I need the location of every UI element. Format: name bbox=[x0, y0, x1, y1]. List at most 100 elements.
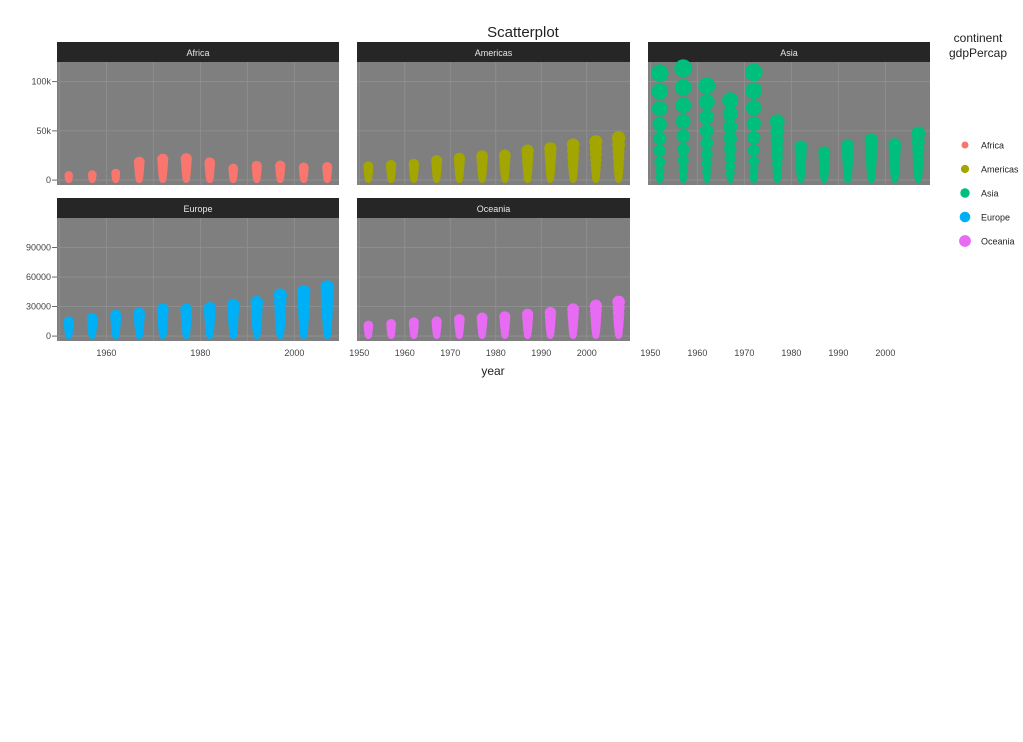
data-point bbox=[251, 160, 262, 172]
legend-key-americas bbox=[960, 164, 970, 174]
data-point bbox=[133, 156, 145, 168]
data-point bbox=[133, 307, 145, 320]
data-point bbox=[454, 314, 465, 325]
data-point bbox=[156, 303, 169, 316]
panel-background bbox=[648, 62, 930, 185]
x-tick-label: 1980 bbox=[781, 348, 801, 358]
x-tick-label: 2000 bbox=[577, 348, 597, 358]
data-point bbox=[674, 59, 693, 78]
x-tick-label: 1960 bbox=[687, 348, 707, 358]
data-point bbox=[699, 123, 714, 138]
legend-title-line-2: gdpPercap bbox=[949, 46, 1007, 60]
data-point bbox=[203, 302, 216, 315]
data-point bbox=[86, 312, 98, 324]
legend-title-line-1: continent bbox=[954, 31, 1003, 45]
facet-strip-label: Oceania bbox=[477, 204, 511, 214]
data-point bbox=[612, 295, 625, 309]
data-point bbox=[567, 303, 580, 316]
data-point bbox=[521, 308, 534, 321]
data-point bbox=[655, 172, 664, 181]
data-point bbox=[699, 109, 715, 125]
data-point bbox=[611, 131, 626, 145]
data-point bbox=[676, 129, 691, 143]
data-point bbox=[747, 144, 760, 157]
data-point bbox=[722, 106, 738, 122]
y-tick-label: 60000 bbox=[26, 272, 51, 282]
legend: continent gdpPercap Africa Americas Asia Eu… bbox=[949, 31, 1019, 247]
data-points bbox=[650, 59, 926, 184]
data-point bbox=[674, 79, 692, 97]
data-point bbox=[431, 155, 443, 167]
data-point bbox=[385, 160, 397, 171]
data-point bbox=[363, 161, 374, 172]
data-point bbox=[64, 171, 73, 180]
legend-label-europe: Europe bbox=[981, 213, 1010, 223]
x-tick-label: 1970 bbox=[440, 348, 460, 358]
data-point bbox=[408, 158, 420, 170]
y-tick-label: 50k bbox=[36, 126, 51, 136]
data-point bbox=[652, 116, 667, 132]
data-point bbox=[888, 138, 902, 151]
data-point bbox=[544, 307, 557, 319]
data-point bbox=[679, 172, 688, 181]
data-point bbox=[111, 168, 121, 178]
data-point bbox=[250, 296, 264, 309]
data-point bbox=[589, 135, 603, 149]
chart-title: Scatterplot bbox=[487, 24, 560, 41]
data-point bbox=[431, 316, 442, 327]
data-point bbox=[675, 97, 692, 114]
data-point bbox=[651, 83, 669, 100]
facet-strip bbox=[357, 42, 630, 62]
data-point bbox=[864, 133, 878, 147]
x-tick-label: 1970 bbox=[734, 348, 754, 358]
data-point bbox=[650, 64, 669, 83]
data-point bbox=[749, 172, 758, 181]
data-point bbox=[698, 77, 716, 95]
data-point bbox=[654, 165, 665, 175]
data-point bbox=[651, 100, 668, 117]
data-point bbox=[589, 299, 602, 312]
legend-key-africa bbox=[961, 141, 969, 149]
x-tick-label: 1960 bbox=[395, 348, 415, 358]
data-point bbox=[677, 155, 689, 167]
data-point bbox=[677, 143, 690, 156]
data-point bbox=[769, 114, 785, 130]
data-point bbox=[653, 144, 666, 157]
y-tick-label: 100k bbox=[31, 77, 51, 87]
facet-oceania: Oceania bbox=[357, 198, 630, 341]
data-point bbox=[273, 288, 287, 302]
facet-panels: Africa Americas Asia Europe Oceania bbox=[57, 42, 930, 341]
legend-label-oceania: Oceania bbox=[981, 237, 1015, 247]
x-tick-label: 2000 bbox=[284, 348, 304, 358]
data-point bbox=[476, 312, 488, 324]
data-point bbox=[698, 93, 715, 110]
data-point bbox=[723, 131, 737, 145]
y-tick-label: 90000 bbox=[26, 243, 51, 253]
facet-strip-label: Americas bbox=[475, 48, 513, 58]
x-tick-label: 1990 bbox=[531, 348, 551, 358]
data-point bbox=[794, 140, 808, 154]
x-tick-label: 1980 bbox=[486, 348, 506, 358]
data-point bbox=[476, 150, 488, 162]
legend-label-americas: Americas bbox=[981, 165, 1019, 175]
data-point bbox=[745, 82, 763, 100]
data-point bbox=[322, 161, 333, 173]
data-point bbox=[228, 163, 239, 174]
data-point bbox=[499, 149, 511, 162]
data-point bbox=[744, 63, 763, 82]
data-point bbox=[298, 162, 309, 173]
facet-strip bbox=[57, 198, 339, 218]
data-point bbox=[296, 285, 311, 299]
y-tick-label: 0 bbox=[46, 331, 51, 341]
legend-key-oceania bbox=[959, 235, 971, 247]
data-point bbox=[724, 142, 737, 155]
data-point bbox=[87, 170, 97, 179]
data-point bbox=[157, 153, 169, 165]
data-points bbox=[363, 131, 626, 184]
x-tick-label: 1960 bbox=[96, 348, 116, 358]
data-point bbox=[701, 158, 713, 169]
facet-strip bbox=[648, 42, 930, 62]
y-tick-label: 30000 bbox=[26, 302, 51, 312]
data-point bbox=[110, 309, 122, 321]
